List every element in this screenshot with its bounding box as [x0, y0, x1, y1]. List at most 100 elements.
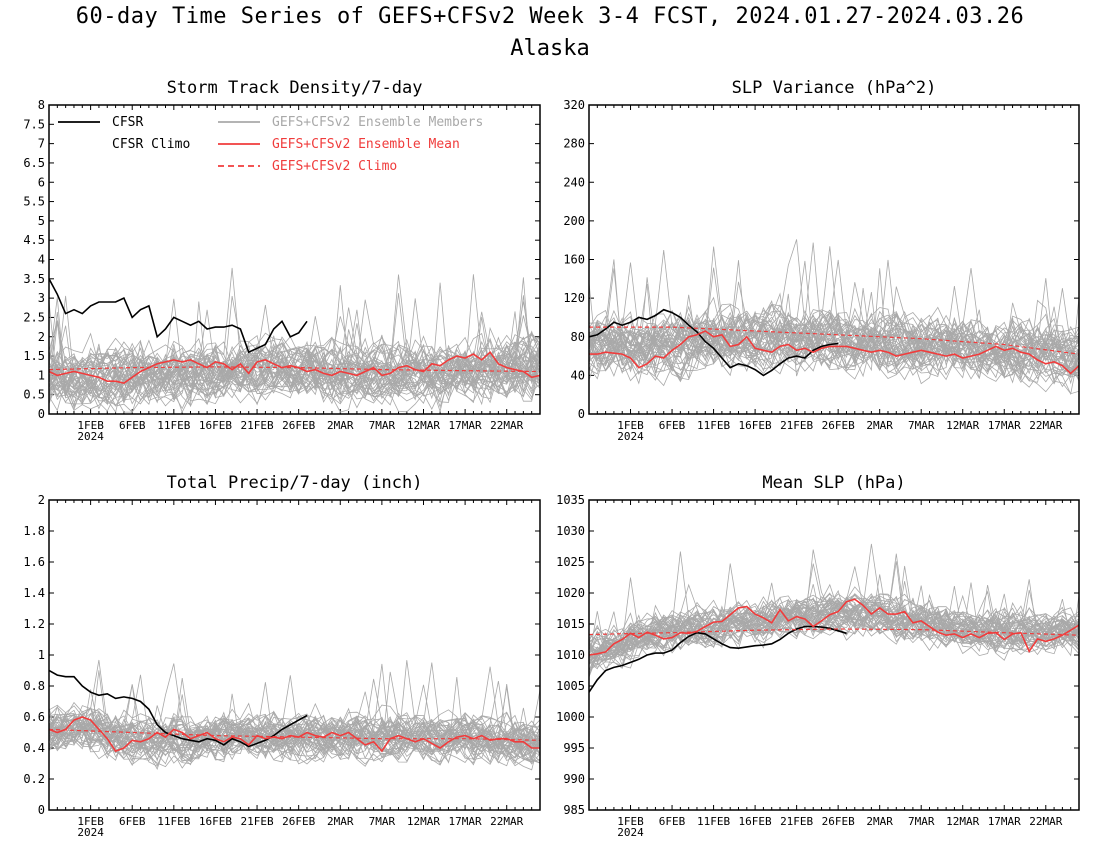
ensemble-member-line — [589, 306, 1079, 372]
y-tick-label: 3 — [38, 291, 45, 305]
x-tick-label: 12MAR — [946, 815, 979, 828]
x-tick-label: 6FEB — [119, 419, 146, 432]
x-tick-label: 26FEB — [822, 419, 855, 432]
series-line-ens-climo — [589, 628, 1079, 636]
series-line-ens-climo — [49, 728, 540, 741]
x-year-label: 2024 — [617, 430, 644, 443]
ensemble-member-line — [49, 694, 540, 771]
y-tick-label: 990 — [563, 772, 585, 786]
ensemble-member-line — [589, 246, 1079, 388]
y-tick-label: 1010 — [556, 648, 585, 662]
x-year-label: 2024 — [617, 826, 644, 839]
x-tick-label: 17MAR — [449, 419, 482, 432]
series-line-ens-mean — [49, 716, 540, 753]
chart-title-4: Mean SLP (hPa) — [762, 473, 905, 493]
ensemble-member-line — [589, 582, 1079, 670]
ensemble-member-line — [49, 336, 540, 406]
y-tick-label: 1000 — [556, 710, 585, 724]
y-tick-label: 1 — [38, 648, 45, 662]
x-tick-label: 17MAR — [988, 815, 1021, 828]
y-tick-label: 1.6 — [23, 555, 45, 569]
ensemble-member-line — [589, 315, 1079, 383]
y-tick-label: 4.5 — [23, 233, 45, 247]
ensemble-member-line — [589, 577, 1079, 657]
x-tick-label: 6FEB — [119, 815, 146, 828]
y-tick-label: 160 — [563, 253, 585, 267]
legend-label-cfsr: CFSR — [112, 115, 143, 130]
ensemble-member-line — [589, 593, 1079, 657]
y-tick-label: 2 — [38, 330, 45, 344]
y-tick-label: 1005 — [556, 679, 585, 693]
ensemble-member-line — [49, 340, 540, 413]
y-tick-label: 2 — [38, 493, 45, 507]
y-tick-label: 5.5 — [23, 195, 45, 209]
y-tick-label: 0 — [578, 407, 585, 421]
ensemble-member-line — [49, 713, 540, 760]
chart-title-1: Storm Track Density/7-day — [167, 78, 423, 98]
ensemble-member-line — [589, 267, 1079, 379]
legend-label-members: GEFS+CFSv2 Ensemble Members — [272, 115, 483, 130]
figure-subtitle: Alaska — [510, 36, 590, 61]
y-tick-label: 280 — [563, 137, 585, 151]
series-line-ens-mean — [49, 351, 540, 384]
x-tick-label: 2MAR — [327, 815, 354, 828]
ensemble-member-line — [49, 285, 540, 399]
y-tick-label: 1020 — [556, 586, 585, 600]
y-tick-label: 3.5 — [23, 272, 45, 286]
x-tick-label: 7MAR — [369, 815, 396, 828]
y-tick-label: 0.6 — [23, 710, 45, 724]
y-tick-label: 0 — [38, 407, 45, 421]
x-tick-label: 26FEB — [822, 815, 855, 828]
x-tick-label: 2MAR — [866, 815, 893, 828]
y-tick-label: 0.8 — [23, 679, 45, 693]
x-tick-label: 16FEB — [739, 815, 772, 828]
y-tick-label: 200 — [563, 214, 585, 228]
ensemble-member-line — [49, 684, 540, 762]
x-tick-label: 11FEB — [697, 419, 730, 432]
ensemble-member-line — [49, 674, 540, 763]
x-tick-label: 16FEB — [199, 815, 232, 828]
y-tick-label: 2.5 — [23, 310, 45, 324]
plot-area-3 — [49, 659, 540, 771]
x-tick-label: 12MAR — [946, 419, 979, 432]
x-tick-label: 1FEB — [617, 815, 644, 828]
x-tick-label: 7MAR — [908, 419, 935, 432]
x-tick-label: 22MAR — [1029, 419, 1062, 432]
ensemble-member-line — [49, 684, 540, 763]
plot-area-2 — [589, 239, 1079, 396]
y-tick-label: 0 — [38, 803, 45, 817]
x-tick-label: 16FEB — [199, 419, 232, 432]
x-tick-label: 22MAR — [1029, 815, 1062, 828]
ensemble-member-line — [49, 316, 540, 413]
y-tick-label: 4 — [38, 253, 45, 267]
x-year-label: 2024 — [77, 430, 104, 443]
x-tick-label: 21FEB — [780, 419, 813, 432]
legend-label-cfsr-climo: CFSR Climo — [112, 137, 190, 152]
ensemble-member-line — [49, 716, 540, 765]
y-tick-label: 0.2 — [23, 772, 45, 786]
ensemble-member-line — [49, 277, 540, 410]
ensemble-member-line — [49, 706, 540, 762]
legend: CFSR CFSR Climo GEFS+CFSv2 Ensemble Member… — [58, 115, 483, 174]
ensemble-member-line — [589, 317, 1079, 381]
ensemble-member-line — [49, 705, 540, 763]
ensemble-member-line — [49, 298, 540, 399]
chart-title-3: Total Precip/7-day (inch) — [167, 473, 423, 493]
y-tick-label: 1.5 — [23, 349, 45, 363]
x-tick-label: 21FEB — [780, 815, 813, 828]
y-tick-label: 0.5 — [23, 388, 45, 402]
y-tick-label: 0.4 — [23, 741, 45, 755]
ensemble-member-line — [589, 246, 1079, 374]
x-tick-label: 1FEB — [77, 815, 104, 828]
chart-panel-2: SLP Variance (hPa^2) 0 40 80 120 160 200 240 280… — [563, 78, 1080, 443]
plot-frame-2 — [588, 104, 1080, 415]
series-line-ens-climo — [589, 326, 1079, 355]
plot-frame-1 — [48, 104, 541, 415]
series-line-ens-mean — [589, 330, 1079, 375]
y-tick-label: 1015 — [556, 617, 585, 631]
ensemble-member-line — [589, 260, 1079, 378]
x-tick-label: 2MAR — [866, 419, 893, 432]
y-tick-label: 985 — [563, 803, 585, 817]
y-tick-label: 1030 — [556, 524, 585, 538]
x-tick-label: 21FEB — [240, 815, 273, 828]
